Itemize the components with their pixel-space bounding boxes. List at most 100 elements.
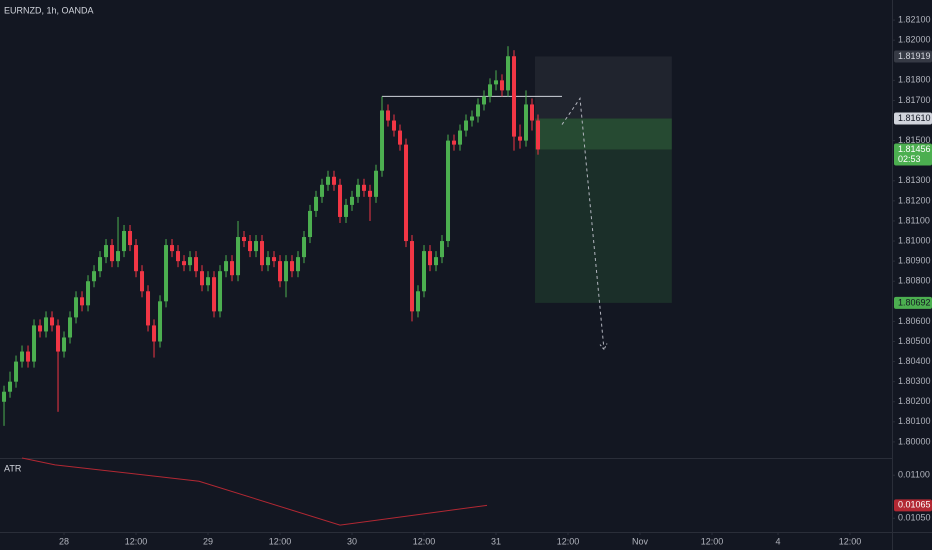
candle-body (512, 56, 517, 137)
candle-body (392, 120, 397, 131)
candle-body (374, 170, 379, 197)
candle-body (206, 277, 211, 286)
candle-body (182, 261, 187, 266)
y-tick-label: 1.81800 (898, 75, 931, 85)
candle-body (434, 257, 439, 266)
candle-body (170, 245, 175, 252)
y-tick-label: 1.82000 (898, 35, 931, 45)
candle-body (26, 351, 31, 362)
price-label: 1.81610 (898, 113, 931, 123)
candle-body (146, 291, 151, 326)
candle-body (524, 104, 529, 141)
y-tick-label: 1.81200 (898, 195, 931, 205)
candle-body (344, 204, 349, 217)
candle-body (248, 241, 253, 252)
candle-body (230, 261, 235, 276)
candle-body (110, 245, 115, 262)
candle-body (44, 317, 49, 332)
candle-body (410, 241, 415, 312)
candle-body (440, 241, 445, 258)
price-label-bg (894, 143, 932, 166)
y-tick-label: 1.80000 (898, 436, 931, 446)
candle-body (464, 120, 469, 131)
x-tick-label: 29 (203, 536, 213, 546)
x-tick-label: 12:00 (701, 536, 724, 546)
candle-body (530, 104, 535, 121)
candle-body (254, 241, 259, 252)
candle-body (296, 257, 301, 272)
candle-body (266, 257, 271, 266)
candle-body (212, 277, 217, 312)
candle-body (380, 110, 385, 171)
atr-y-tick-label: 0.01100 (898, 470, 930, 480)
candle-body (116, 251, 121, 262)
x-tick-label: 31 (491, 536, 501, 546)
y-tick-label: 1.82100 (898, 14, 931, 24)
x-tick-label: 12:00 (413, 536, 436, 546)
candle-body (260, 241, 265, 266)
price-label: 1.80692 (898, 297, 931, 307)
candle-body (194, 257, 199, 272)
candle-body (476, 104, 481, 117)
candle-body (416, 291, 421, 312)
candle-body (488, 84, 493, 97)
y-tick-label: 1.81300 (898, 175, 931, 185)
candle-body (92, 271, 97, 282)
candle-body (404, 144, 409, 242)
candle-body (98, 257, 103, 272)
price-label-bg (894, 50, 932, 63)
candle-body (86, 281, 91, 306)
candle-body (158, 301, 163, 342)
candle-body (62, 337, 67, 352)
atr-line (21, 457, 488, 526)
candle-body (362, 184, 367, 191)
x-tick-label: 12:00 (269, 536, 292, 546)
candle-body (506, 56, 511, 91)
candle-body (302, 237, 307, 258)
candle-body (38, 325, 43, 332)
price-label-bg (894, 112, 932, 125)
candle-body (428, 251, 433, 266)
price-label-bg (894, 296, 932, 309)
price-label: 1.81919 (898, 51, 931, 61)
candle-body (80, 297, 85, 306)
projection-path (561, 97, 605, 350)
candle-body (494, 80, 499, 85)
candle-body (68, 317, 73, 338)
candle-body (140, 271, 145, 292)
y-tick-label: 1.80100 (898, 416, 931, 426)
candle-body (290, 261, 295, 272)
countdown-label: 02:53 (898, 154, 921, 164)
candle-body (314, 196, 319, 211)
candle-body (452, 140, 457, 145)
atr-label-bg (894, 499, 932, 512)
y-tick-label: 1.81500 (898, 135, 931, 145)
open-profit-zone (535, 118, 672, 150)
candle-body (500, 80, 505, 91)
y-tick-label: 1.80400 (898, 356, 931, 366)
target-zone (535, 118, 672, 303)
candle-body (458, 130, 463, 145)
candle-body (398, 130, 403, 145)
y-tick-label: 1.81100 (898, 215, 930, 225)
candle-body (50, 317, 55, 326)
candle-body (308, 210, 313, 238)
candle-body (518, 136, 523, 141)
candle-body (386, 110, 391, 121)
y-tick-label: 1.80200 (898, 396, 931, 406)
candle-body (134, 245, 139, 272)
x-tick-label: 12:00 (839, 536, 862, 546)
candle-body (482, 96, 487, 105)
candle-body (350, 196, 355, 205)
candle-body (104, 245, 109, 258)
candle-body (128, 231, 133, 246)
stop-zone (535, 56, 672, 119)
candle-body (32, 325, 37, 362)
symbol-title: EURNZD, 1h, OANDA (4, 5, 94, 15)
y-tick-label: 1.80600 (898, 316, 931, 326)
candle-body (272, 257, 277, 262)
y-tick-label: 1.81000 (898, 235, 931, 245)
candle-body (368, 190, 373, 197)
candle-body (326, 176, 331, 185)
